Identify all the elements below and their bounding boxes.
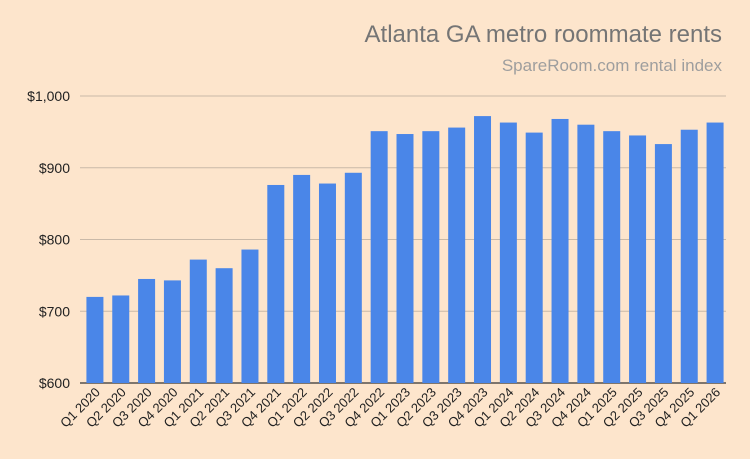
bar bbox=[603, 131, 621, 383]
bar bbox=[706, 122, 724, 384]
bar bbox=[629, 135, 647, 383]
bar bbox=[525, 132, 543, 383]
bar bbox=[680, 129, 698, 383]
bar bbox=[396, 134, 414, 383]
bar bbox=[422, 131, 440, 383]
bar bbox=[293, 174, 311, 383]
bar bbox=[318, 183, 336, 383]
bar bbox=[551, 118, 569, 384]
chart-subtitle: SpareRoom.com rental index bbox=[502, 56, 723, 75]
bar bbox=[138, 278, 156, 383]
y-axis-ticks: $600 $700 $800 $900 $1,000 bbox=[27, 88, 70, 391]
bar bbox=[474, 116, 492, 383]
chart-title: Atlanta GA metro roommate rents bbox=[365, 21, 722, 48]
bar bbox=[344, 172, 362, 383]
y-tick-label: $800 bbox=[39, 232, 70, 248]
y-tick-label: $600 bbox=[39, 375, 70, 391]
bar bbox=[370, 131, 388, 383]
bar bbox=[577, 124, 595, 383]
bar bbox=[241, 249, 259, 383]
bar bbox=[654, 144, 672, 383]
bar bbox=[86, 296, 104, 383]
bar bbox=[499, 122, 517, 384]
y-tick-label: $900 bbox=[39, 160, 70, 176]
y-tick-label: $700 bbox=[39, 303, 70, 319]
bar bbox=[163, 280, 181, 383]
bar bbox=[189, 259, 207, 383]
bar bbox=[448, 127, 466, 383]
bar bbox=[215, 268, 233, 383]
y-tick-label: $1,000 bbox=[27, 88, 70, 104]
bars bbox=[86, 116, 724, 384]
bar bbox=[112, 295, 130, 383]
bar bbox=[267, 184, 285, 383]
